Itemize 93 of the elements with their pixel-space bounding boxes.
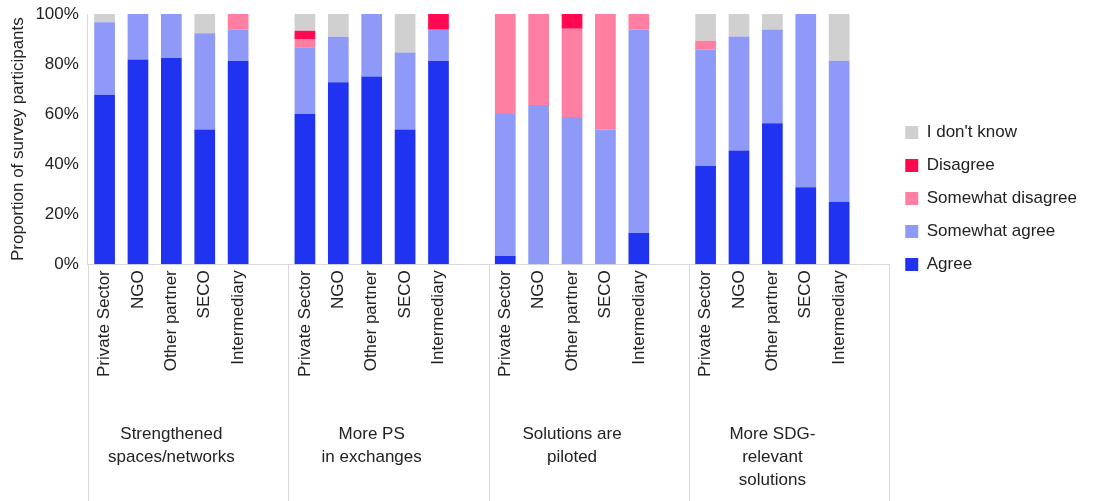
x-tick-label: Other partner xyxy=(762,269,782,372)
bar xyxy=(327,14,349,37)
bar xyxy=(394,14,416,53)
bar xyxy=(127,59,149,265)
bar xyxy=(227,29,249,62)
bar xyxy=(762,14,783,30)
legend-label: Agree xyxy=(926,254,973,274)
x-tick-label: SECO xyxy=(795,270,815,319)
bar xyxy=(161,58,182,265)
bar xyxy=(762,29,783,124)
bar xyxy=(127,14,149,60)
bar xyxy=(728,36,750,151)
bar xyxy=(762,123,783,265)
x-tick-label: SECO xyxy=(194,270,214,319)
x-tick-label: Intermediary xyxy=(828,269,848,365)
x-tick-label: Private Sector xyxy=(94,269,114,377)
x-tick-label: SECO xyxy=(595,270,615,319)
bar xyxy=(561,117,583,265)
bar xyxy=(528,14,549,106)
bar xyxy=(528,105,549,265)
y-axis-title: Proportion of survey participants xyxy=(7,17,27,262)
bar xyxy=(294,30,316,40)
x-tick-label: Other partner xyxy=(161,269,181,372)
bar xyxy=(361,76,383,265)
text: Solutions are piloted xyxy=(522,423,622,469)
bar xyxy=(428,61,449,265)
y-tick-label: 40% xyxy=(44,153,79,173)
bar xyxy=(828,60,850,202)
bar xyxy=(94,22,115,95)
bar xyxy=(595,14,616,130)
legend-label: I don't know xyxy=(926,122,1018,142)
bar xyxy=(227,14,249,30)
x-tick-label: NGO xyxy=(728,270,748,309)
bar xyxy=(595,129,616,265)
bar xyxy=(394,129,416,265)
bar xyxy=(194,33,216,130)
y-tick-label: 100% xyxy=(35,3,79,23)
bar xyxy=(494,14,516,115)
legend-label: Disagree xyxy=(926,155,995,175)
bar xyxy=(428,29,449,62)
bar xyxy=(795,14,817,188)
x-tick-label: Intermediary xyxy=(428,269,448,365)
bar xyxy=(728,14,750,37)
y-tick-label: 80% xyxy=(44,53,79,73)
text: More PS in exchanges xyxy=(321,423,422,469)
legend-label: Somewhat agree xyxy=(926,221,1056,241)
bar xyxy=(695,40,716,50)
bar xyxy=(194,129,216,265)
bar xyxy=(828,14,850,61)
bar xyxy=(94,14,115,23)
bar xyxy=(695,165,716,265)
x-tick-label: Intermediary xyxy=(628,269,648,365)
legend-label: Somewhat disagree xyxy=(926,188,1078,208)
y-tick-label: 60% xyxy=(44,103,79,123)
text: More SDG- relevant solutions xyxy=(729,423,816,492)
bar xyxy=(795,187,817,265)
x-tick-label: Private Sector xyxy=(294,269,314,377)
text: Strengthened spaces/networks xyxy=(108,423,235,469)
x-tick-label: SECO xyxy=(394,270,414,319)
bar xyxy=(695,49,716,166)
bar xyxy=(361,14,383,77)
bar xyxy=(294,114,316,265)
bar xyxy=(227,61,249,265)
bar xyxy=(628,29,650,233)
x-tick-label: Other partner xyxy=(561,269,581,372)
bar xyxy=(394,52,416,130)
x-tick-label: Private Sector xyxy=(494,269,514,377)
bar xyxy=(561,28,583,118)
x-tick-label: NGO xyxy=(528,270,548,309)
bar xyxy=(161,14,182,59)
x-tick-label: Private Sector xyxy=(695,269,715,377)
bar xyxy=(728,150,750,265)
y-tick-label: 20% xyxy=(44,203,79,223)
bar xyxy=(561,14,583,29)
bar xyxy=(194,14,216,34)
bar xyxy=(628,14,650,30)
bar xyxy=(294,14,316,31)
x-tick-label: Other partner xyxy=(361,269,381,372)
bar xyxy=(327,82,349,265)
bar xyxy=(494,255,516,265)
bar xyxy=(294,47,316,115)
bar xyxy=(294,39,316,48)
bar xyxy=(428,14,449,30)
bar xyxy=(695,14,716,41)
bar xyxy=(628,232,650,265)
bar xyxy=(494,114,516,256)
bar xyxy=(94,94,115,265)
bar xyxy=(828,201,850,265)
y-tick-label: 0% xyxy=(54,253,79,273)
x-tick-label: Intermediary xyxy=(227,269,247,365)
x-tick-label: NGO xyxy=(327,270,347,309)
x-tick-label: NGO xyxy=(127,270,147,309)
bar xyxy=(327,36,349,83)
